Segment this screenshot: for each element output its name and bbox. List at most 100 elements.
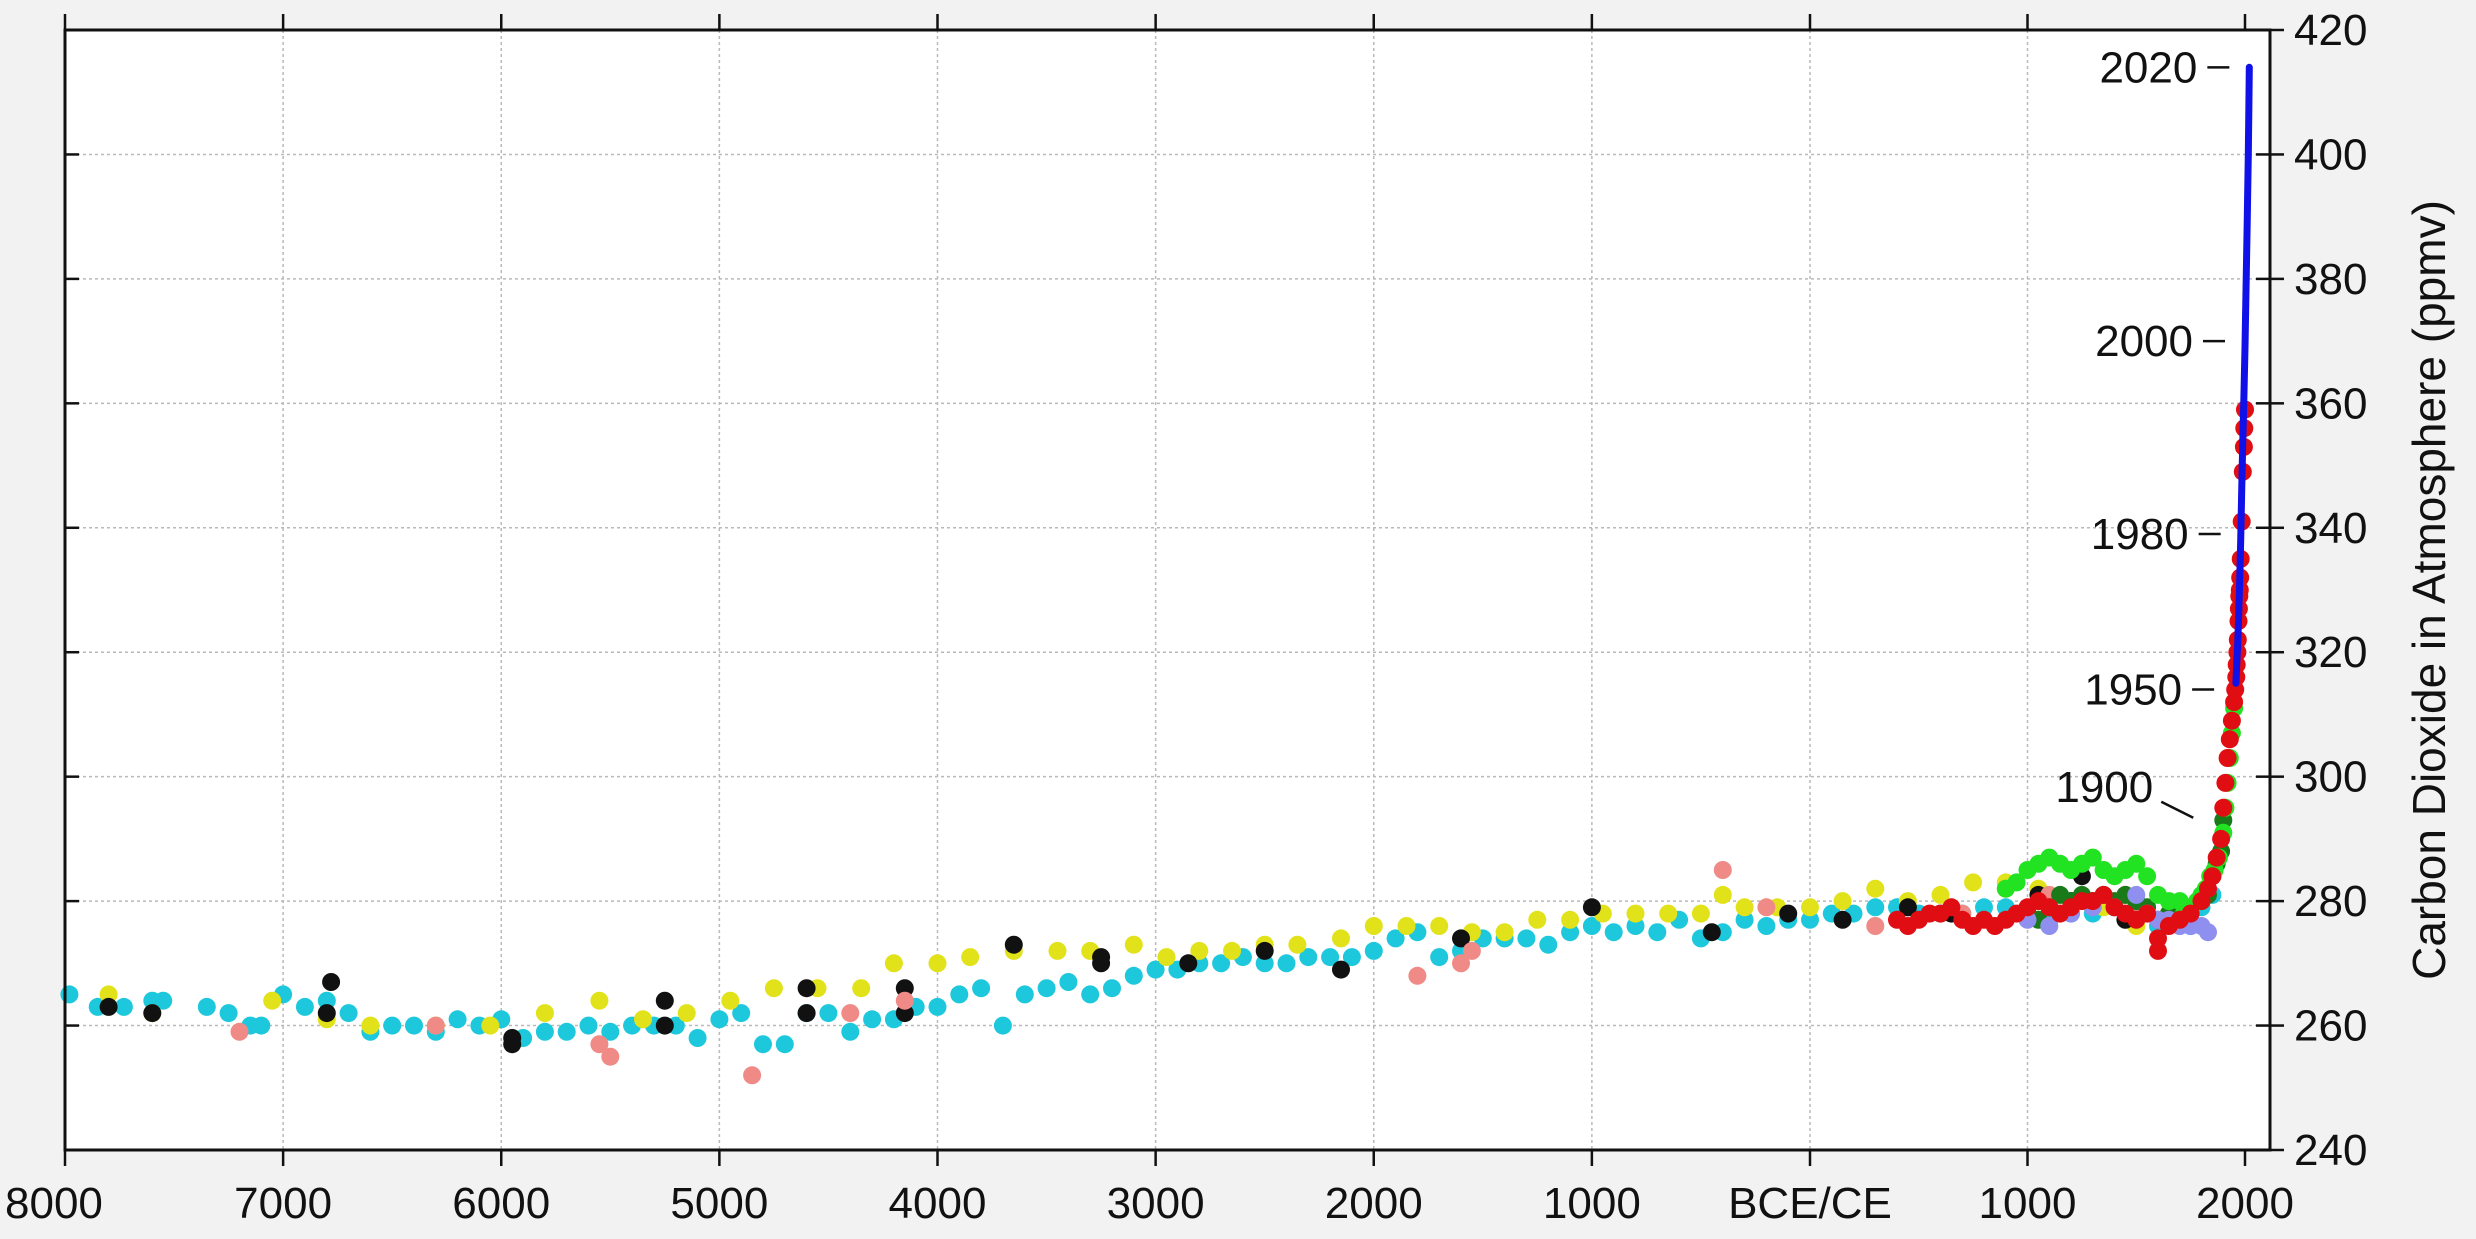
y-tick-label: 360 [2294, 379, 2367, 428]
data-point-black [99, 997, 118, 1016]
data-point-cyan [775, 1035, 794, 1054]
data-point-black [1898, 898, 1917, 917]
axis-ticks [63, 14, 2284, 1166]
x-tick-label: 1000 [1543, 1179, 1641, 1228]
data-point-red [2149, 941, 2167, 960]
x-tick-label: 2000 [1325, 1179, 1423, 1228]
data-point-cyan [1539, 935, 1558, 954]
data-point-cyan [601, 1022, 620, 1041]
data-point-cyan [841, 1022, 860, 1041]
data-point-cyan [1146, 960, 1165, 979]
data-point-red [2149, 929, 2167, 948]
data-point-yellow [1801, 898, 1819, 917]
data-point-cyan [1103, 979, 1121, 998]
data-point-yellow [99, 985, 118, 1004]
data-point-red [1942, 898, 1961, 917]
data-point-yellow [1495, 923, 1514, 942]
data-point-yellow [481, 1016, 500, 1035]
data-point-cyan [219, 1004, 238, 1023]
data-point-red [2207, 848, 2226, 867]
data-point-cyan [710, 1010, 729, 1029]
data-point-black [1004, 935, 1023, 954]
x-tick-label: 2000 [2196, 1179, 2294, 1228]
data-point-black [1092, 954, 1111, 973]
data-point-black [1833, 910, 1852, 929]
data-point-black [655, 1016, 674, 1035]
data-point-yellow [1430, 917, 1449, 935]
data-point-cyan [754, 1035, 772, 1054]
data-point-black [797, 1004, 816, 1023]
y-tick-labels: 240 260 280 300 320 340 360 380 400 420 [2294, 6, 2367, 1175]
data-point-green [2083, 848, 2102, 867]
x-tick-label: 3000 [1107, 1179, 1205, 1228]
data-point-cyan [1626, 917, 1645, 935]
x-tick-label: 5000 [670, 1179, 768, 1228]
data-point-pink [895, 991, 914, 1010]
year-label: 1950 [2084, 666, 2182, 715]
data-point-lavender [2040, 917, 2059, 935]
data-point-yellow [1157, 948, 1176, 967]
data-point-red [2222, 711, 2241, 730]
data-point-yellow [1691, 904, 1710, 923]
data-point-pink [1462, 941, 1481, 960]
data-point-cyan [972, 979, 991, 998]
y-axis-title: Carbon Dioxide in Atmosphere (ppmv) [2403, 200, 2455, 980]
data-point-cyan [1037, 979, 1056, 998]
y-tick-label: 260 [2294, 1002, 2367, 1051]
data-point-yellow [1223, 941, 1241, 960]
data-point-pink [230, 1022, 249, 1041]
data-point-red [2094, 885, 2113, 904]
y-tick-label: 240 [2294, 1126, 2367, 1175]
data-point-cyan [1015, 985, 1034, 1004]
data-point-yellow [590, 991, 609, 1010]
data-point-yellow [961, 948, 980, 967]
plot-frame [63, 28, 2272, 1152]
y-tick-label: 380 [2294, 255, 2367, 304]
data-point-yellow [721, 991, 740, 1010]
x-tick-label: 6000 [452, 1179, 550, 1228]
data-point-cyan [1299, 948, 1318, 967]
data-point-pink [601, 1047, 620, 1066]
data-point-cyan [295, 997, 314, 1016]
data-point-pink [743, 1066, 762, 1085]
x-tick-label: BCE/CE [1728, 1179, 1892, 1228]
modern-co2-line [2232, 63, 2253, 687]
data-point-cyan [154, 991, 173, 1010]
data-point-cyan [252, 1016, 271, 1035]
data-point-black [895, 1004, 914, 1023]
data-point-cyan [114, 997, 133, 1016]
y-tick-label: 420 [2294, 6, 2367, 55]
data-point-lavender [2127, 885, 2146, 904]
data-point-green [2127, 854, 2146, 873]
x-tick-label: 8000 [5, 1179, 103, 1228]
data-point-black [797, 979, 816, 998]
data-point-cyan [819, 1004, 838, 1023]
data-point-cyan [1386, 929, 1405, 948]
data-point-cyan [1277, 954, 1296, 973]
data-point-red [2203, 867, 2222, 886]
data-point-black [1779, 904, 1798, 923]
data-point-yellow [1964, 873, 1983, 892]
data-point-yellow [1561, 910, 1580, 929]
data-point-lavender [2199, 923, 2217, 942]
data-point-cyan [197, 997, 216, 1016]
data-point-black [1255, 941, 1274, 960]
y-tick-label: 400 [2294, 130, 2367, 179]
data-point-pink [841, 1004, 860, 1023]
plot-area [65, 30, 2270, 1150]
data-point-cyan [60, 985, 79, 1004]
data-point-cyan [732, 1004, 751, 1023]
data-point-cyan [1430, 948, 1449, 967]
data-point-yellow [1626, 904, 1645, 923]
x-tick-label: 4000 [889, 1179, 987, 1228]
data-point-yellow [1713, 885, 1732, 904]
data-point-cyan [557, 1022, 576, 1041]
data-point-cyan [1255, 954, 1274, 973]
data-point-cyan [1975, 898, 1993, 917]
data-point-yellow [1190, 941, 1209, 960]
data-point-cyan [1364, 941, 1383, 960]
gridlines [65, 30, 2270, 1150]
modern-co2-series-line [2232, 63, 2253, 687]
data-point-yellow [884, 954, 903, 973]
data-point-red [2212, 829, 2231, 848]
